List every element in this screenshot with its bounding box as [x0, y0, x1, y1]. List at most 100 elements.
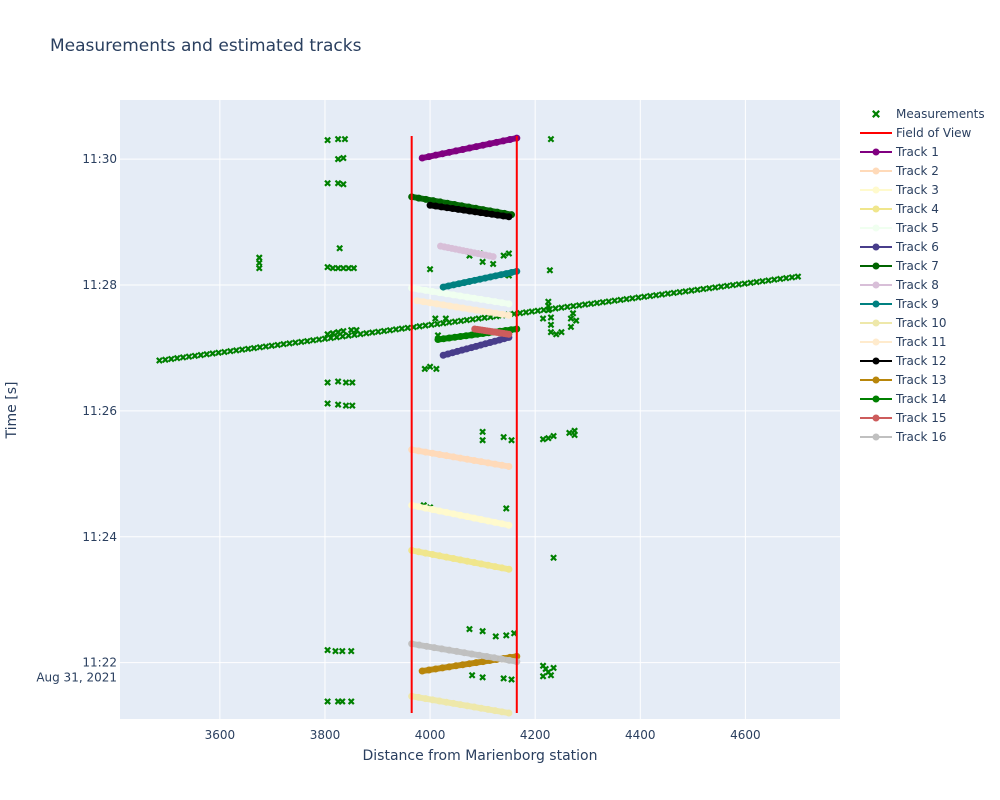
measurement-point — [547, 135, 555, 143]
measurement-point — [782, 274, 790, 282]
legend-label: Track 16 — [895, 430, 946, 444]
measurement-point — [334, 401, 342, 408]
measurement-point — [351, 331, 358, 339]
measurement-point — [753, 278, 760, 286]
measurement-point — [539, 435, 547, 443]
measurement-point — [404, 324, 412, 332]
legend-label: Track 11 — [895, 335, 946, 349]
legend-marker — [872, 281, 880, 289]
measurement-point — [297, 338, 305, 346]
track-marker — [418, 667, 426, 675]
track-marker — [413, 297, 421, 305]
measurement-point — [268, 342, 276, 350]
measurement-point — [735, 280, 743, 288]
track-marker — [449, 554, 457, 562]
track-marker — [418, 154, 426, 162]
measurement-point — [723, 282, 731, 290]
measurement-point — [250, 344, 258, 352]
track-marker — [465, 207, 473, 215]
track-marker — [477, 295, 485, 303]
track-5 — [408, 284, 513, 308]
measurement-point — [339, 327, 347, 335]
y-tick-label: 11:28 — [82, 278, 117, 292]
track-marker — [442, 698, 450, 706]
measurement-point — [788, 273, 796, 281]
track-marker — [502, 270, 510, 278]
track-marker — [422, 695, 430, 703]
measurement-point — [571, 431, 578, 439]
track-marker — [498, 564, 506, 572]
measurement-point — [334, 155, 342, 163]
measurement-point — [339, 333, 347, 340]
track-marker — [492, 309, 500, 317]
legend-marker — [872, 414, 880, 422]
track-marker — [449, 291, 457, 299]
measurement-point — [741, 280, 749, 287]
track-marker — [415, 693, 423, 701]
measurement-point — [759, 277, 766, 285]
track-marker — [489, 253, 497, 261]
measurement-point — [431, 315, 439, 322]
measurement-point — [572, 317, 580, 325]
track-marker — [456, 511, 464, 519]
x-tick-label: 3800 — [310, 728, 341, 742]
measurement-point — [550, 664, 557, 672]
measurement-point — [309, 336, 317, 344]
measurement-point — [197, 351, 205, 359]
track-marker — [456, 454, 464, 462]
measurement-point — [347, 647, 355, 655]
measurement-point — [747, 279, 755, 287]
measurement-point — [794, 273, 802, 280]
measurement-point — [565, 429, 573, 437]
measurement-point — [522, 308, 530, 316]
measurement-point — [274, 341, 282, 349]
legend-label: Field of View — [896, 126, 972, 140]
measurement-point — [357, 330, 364, 338]
measurement-point — [338, 647, 346, 655]
measurement-point — [244, 345, 252, 353]
track-marker — [456, 292, 464, 300]
track-marker — [432, 202, 440, 210]
measurement-point — [544, 298, 552, 306]
track-marker — [499, 137, 507, 145]
track-marker — [429, 449, 437, 457]
legend-item: Measurements — [872, 107, 985, 121]
track-marker — [498, 655, 506, 663]
measurement-point — [280, 340, 287, 348]
track-marker — [508, 268, 516, 276]
measurement-point — [341, 135, 349, 143]
track-marker — [415, 285, 423, 293]
track-marker — [492, 272, 500, 280]
track-marker — [440, 335, 448, 343]
track-marker — [465, 144, 473, 152]
track-marker — [479, 141, 487, 149]
measurement-point — [428, 321, 435, 329]
track-marker — [449, 205, 457, 213]
track-marker — [460, 206, 468, 214]
measurement-point — [479, 436, 487, 444]
legend-label: Track 4 — [895, 202, 939, 216]
track-marker — [468, 331, 476, 339]
measurement-point — [546, 305, 554, 313]
track-marker — [483, 653, 491, 661]
track-marker — [438, 150, 446, 158]
measurement-point — [469, 315, 477, 323]
measurement-point — [173, 354, 181, 362]
measurement-point — [324, 179, 331, 187]
track-marker — [449, 510, 457, 518]
track-marker — [435, 507, 443, 515]
track-marker — [415, 194, 423, 202]
track-marker — [472, 659, 480, 667]
measurement-point — [329, 264, 337, 272]
legend-marker — [872, 300, 880, 308]
track-marker — [423, 642, 431, 650]
track-marker — [426, 299, 434, 307]
measurement-point — [492, 633, 500, 640]
measurement-point — [362, 329, 370, 337]
track-marker — [452, 147, 460, 155]
track-marker — [465, 660, 473, 668]
measurement-point — [705, 284, 713, 292]
measurement-point — [682, 287, 689, 295]
measurement-point — [398, 325, 406, 333]
track-marker — [506, 136, 514, 144]
